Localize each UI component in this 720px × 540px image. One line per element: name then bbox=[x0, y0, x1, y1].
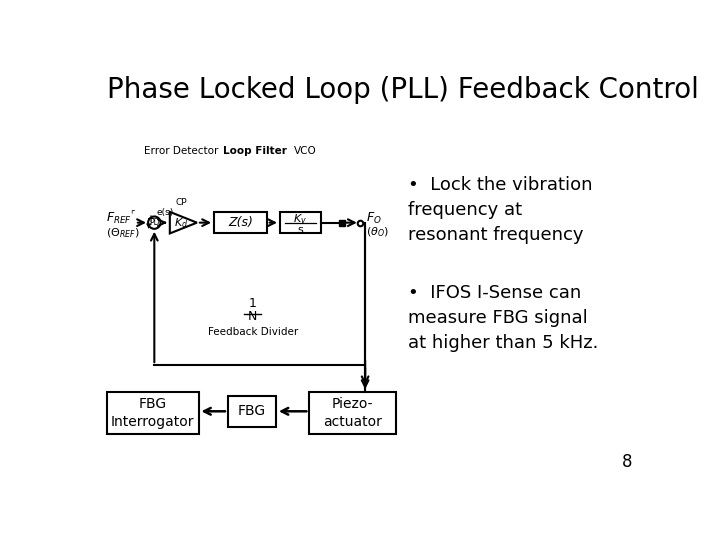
Text: 8: 8 bbox=[622, 454, 632, 471]
Text: s: s bbox=[297, 225, 303, 234]
Text: $F_{REF}$: $F_{REF}$ bbox=[106, 211, 132, 226]
Text: •  Lock the vibration
frequency at
resonant frequency: • Lock the vibration frequency at resona… bbox=[408, 177, 593, 245]
Bar bbox=[107, 392, 199, 434]
Text: $(\theta_O)$: $(\theta_O)$ bbox=[366, 226, 389, 239]
Text: FBG: FBG bbox=[238, 404, 266, 418]
Text: 1: 1 bbox=[249, 296, 257, 309]
Text: FBG
Interrogator: FBG Interrogator bbox=[111, 397, 194, 429]
Text: Feedback Divider: Feedback Divider bbox=[207, 327, 298, 338]
Bar bbox=[214, 212, 266, 233]
Text: $K_v$: $K_v$ bbox=[293, 213, 307, 226]
Text: ▼: ▼ bbox=[146, 224, 152, 230]
Text: Phase Locked Loop (PLL) Feedback Control: Phase Locked Loop (PLL) Feedback Control bbox=[107, 76, 699, 104]
Text: $\ulcorner$: $\ulcorner$ bbox=[130, 208, 136, 218]
Text: Piezo-
actuator: Piezo- actuator bbox=[323, 397, 382, 429]
Text: N: N bbox=[248, 310, 258, 323]
Text: •  IFOS I-Sense can
measure FBG signal
at higher than 5 kHz.: • IFOS I-Sense can measure FBG signal at… bbox=[408, 284, 598, 352]
Bar bbox=[228, 396, 276, 427]
Text: PD: PD bbox=[149, 218, 160, 227]
Text: Z(s): Z(s) bbox=[228, 216, 253, 229]
Bar bbox=[310, 392, 396, 434]
Text: e(s): e(s) bbox=[156, 208, 174, 217]
Text: CP: CP bbox=[176, 198, 187, 207]
Text: +: + bbox=[146, 214, 155, 224]
Bar bbox=[280, 212, 321, 233]
Text: $(\Theta_{REF})$: $(\Theta_{REF})$ bbox=[106, 227, 139, 240]
Text: Loop Filter: Loop Filter bbox=[223, 146, 287, 156]
Text: $K_d$: $K_d$ bbox=[174, 216, 189, 229]
Text: VCO: VCO bbox=[294, 146, 317, 156]
Text: $F_O$: $F_O$ bbox=[366, 211, 382, 226]
Text: Error Detector: Error Detector bbox=[144, 146, 219, 156]
